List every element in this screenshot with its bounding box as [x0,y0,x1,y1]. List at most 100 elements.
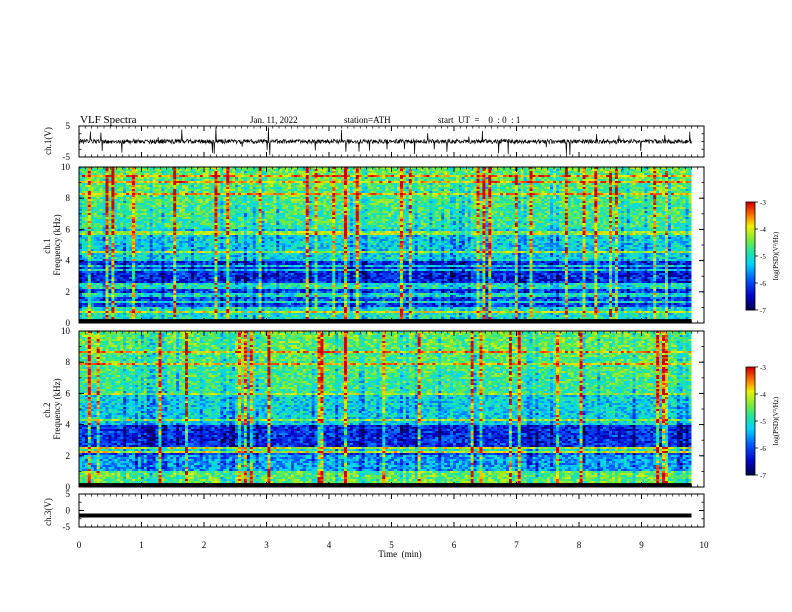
spectrogram-cell [108,173,111,175]
spectrogram-cell [432,199,435,201]
spectrogram-cell [659,181,662,183]
spectrogram-cell [509,201,512,203]
spectrogram-cell [91,173,94,175]
spectrogram-cell [303,173,306,175]
spectrogram-cell [159,173,162,175]
spectrogram-cell [238,187,241,189]
spectrogram-cell [312,187,315,189]
spectrogram-cell [167,191,170,193]
spectrogram-cell [447,187,450,189]
spectrogram-cell [644,181,647,183]
spectrogram-cell [300,207,303,209]
spectrogram-cell [188,183,191,185]
spectrogram-cell [288,173,291,175]
spectrogram-cell [212,205,215,207]
spectrogram-cell [108,199,111,201]
spectrogram-cell [565,175,568,177]
spectrogram-cell [435,207,438,209]
spectrogram-cell [135,179,138,181]
spectrogram-cell [191,177,194,179]
spectrogram-cell [450,183,453,185]
spectrogram-cell [303,177,306,179]
spectrogram-cell [603,185,606,187]
spectrogram-cell [668,201,671,203]
spectrogram-cell [197,185,200,187]
spectrogram-cell [588,193,591,195]
ch1-spectrogram-image [79,167,704,323]
spectrogram-cell [627,205,630,207]
spectrogram-cell [179,207,182,209]
spectrogram-cell [418,207,421,209]
spectrogram-cell [639,207,642,209]
figure-title: VLF Spectra [80,114,137,126]
spectrogram-cell [609,171,612,173]
spectrogram-cell [656,189,659,191]
spectrogram-cell [120,181,123,183]
spectrogram-cell [203,179,206,181]
spectrogram-cell [636,169,639,171]
spectrogram-cell [385,177,388,179]
spectrogram-cell [294,183,297,185]
spectrogram-cell [362,201,365,203]
spectrogram-cell [217,207,220,209]
spectrogram-cell [621,179,624,181]
spectrogram-cell [424,175,427,177]
spectrogram-cell [447,173,450,175]
spectrogram-cell [550,177,553,179]
spectrogram-cell [577,199,580,201]
spectrogram-cell [400,203,403,205]
spectrogram-cell [530,201,533,203]
spectrogram-cell [668,197,671,199]
spectrogram-cell [689,171,692,173]
spectrogram-cell [485,193,488,195]
spectrogram-cell [647,203,650,205]
spectrogram-cell [512,185,515,187]
spectrogram-cell [300,183,303,185]
spectrogram-cell [600,185,603,187]
spectrogram-cell [129,197,132,199]
spectrogram-cell [123,177,126,179]
spectrogram-cell [253,173,256,175]
spectrogram-cell [132,207,135,209]
spectrogram-cell [262,191,265,193]
spectrogram-cell [571,177,574,179]
spectrogram-cell [259,197,262,199]
spectrogram-cell [689,203,692,205]
spectrogram-cell [518,185,521,187]
spectrogram-cell [294,187,297,189]
spectrogram-cell [182,195,185,197]
spectrogram-cell [665,173,668,175]
spectrogram-cell [656,173,659,175]
spectrogram-cell [159,179,162,181]
spectrogram-cell [665,195,668,197]
spectrogram-cell [488,205,491,207]
spectrogram-cell [100,189,103,191]
spectrogram-cell [565,183,568,185]
spectrogram-cell [276,177,279,179]
spectrogram-cell [376,195,379,197]
spectrogram-cell [335,185,338,187]
spectrogram-cell [397,199,400,201]
spectrogram-cell [97,181,100,183]
spectrogram-cell [212,171,215,173]
spectrogram-cell [318,197,321,199]
spectrogram-cell [444,183,447,185]
spectrogram-cell [659,185,662,187]
spectrogram-cell [503,183,506,185]
spectrogram-cell [441,183,444,185]
start-time-label: start UT = 0 : 0 : 1 [438,115,520,125]
spectrogram-cell [164,175,167,177]
spectrogram-cell [220,185,223,187]
spectrogram-cell [491,187,494,189]
spectrogram-cell [179,191,182,193]
spectrogram-cell [200,193,203,195]
spectrogram-cell [538,205,541,207]
spectrogram-cell [618,199,621,201]
spectrogram-cell [686,187,689,189]
spectrogram-cell [253,203,256,205]
spectrogram-cell [241,179,244,181]
spectrogram-cell [335,207,338,209]
spectrogram-cell [424,203,427,205]
spectrogram-cell [397,185,400,187]
spectrogram-cell [244,177,247,179]
